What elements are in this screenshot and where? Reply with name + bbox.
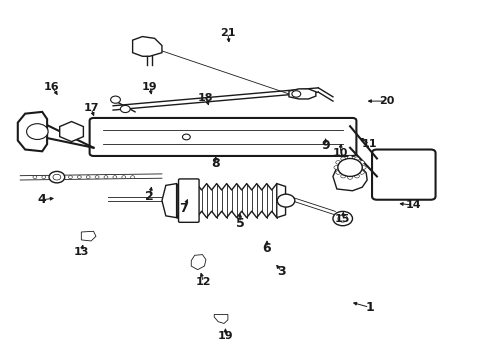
Text: 8: 8: [211, 157, 220, 170]
Circle shape: [33, 176, 37, 179]
Text: 21: 21: [220, 28, 236, 38]
Text: 10: 10: [333, 148, 348, 158]
Circle shape: [53, 174, 61, 180]
Circle shape: [361, 166, 366, 169]
Circle shape: [77, 176, 81, 179]
Circle shape: [333, 211, 352, 226]
Circle shape: [338, 158, 362, 176]
Circle shape: [336, 171, 341, 174]
Circle shape: [338, 215, 347, 222]
Polygon shape: [333, 166, 367, 191]
Circle shape: [69, 176, 73, 179]
Polygon shape: [277, 184, 286, 218]
Circle shape: [121, 105, 130, 113]
Circle shape: [95, 176, 99, 179]
Text: 11: 11: [362, 139, 377, 149]
Circle shape: [292, 91, 301, 97]
Polygon shape: [18, 112, 47, 151]
Text: 17: 17: [83, 103, 99, 113]
Text: 16: 16: [44, 82, 60, 92]
Circle shape: [122, 176, 126, 179]
Circle shape: [60, 176, 64, 179]
Text: 12: 12: [196, 277, 211, 287]
FancyBboxPatch shape: [372, 149, 436, 200]
Circle shape: [334, 166, 339, 169]
Text: 7: 7: [179, 202, 188, 215]
Polygon shape: [162, 184, 176, 218]
Circle shape: [336, 161, 341, 164]
Polygon shape: [81, 231, 96, 241]
Text: 5: 5: [236, 216, 245, 230]
Circle shape: [354, 174, 359, 178]
Circle shape: [111, 96, 121, 103]
Text: 9: 9: [321, 139, 330, 152]
Circle shape: [42, 176, 46, 179]
Circle shape: [182, 134, 190, 140]
Circle shape: [131, 176, 135, 179]
Text: 2: 2: [146, 190, 154, 203]
Text: 1: 1: [365, 301, 374, 314]
Circle shape: [341, 157, 345, 161]
Circle shape: [347, 176, 352, 179]
Text: 13: 13: [74, 247, 89, 257]
Polygon shape: [60, 122, 83, 141]
Circle shape: [277, 194, 295, 207]
Circle shape: [360, 171, 365, 174]
FancyBboxPatch shape: [90, 118, 356, 156]
FancyBboxPatch shape: [178, 179, 199, 222]
Polygon shape: [133, 37, 162, 56]
Polygon shape: [214, 315, 228, 323]
Text: 4: 4: [38, 193, 47, 206]
Text: 15: 15: [335, 215, 350, 224]
Circle shape: [360, 161, 365, 164]
Circle shape: [354, 157, 359, 161]
Text: 19: 19: [218, 331, 233, 341]
Text: 3: 3: [277, 265, 286, 278]
Circle shape: [50, 176, 54, 179]
Text: 14: 14: [406, 200, 421, 210]
Text: 19: 19: [142, 82, 157, 92]
Text: 18: 18: [198, 93, 214, 103]
Circle shape: [49, 171, 65, 183]
Text: 20: 20: [379, 96, 394, 106]
Circle shape: [86, 176, 90, 179]
Circle shape: [26, 124, 48, 139]
Polygon shape: [191, 255, 206, 270]
Text: 6: 6: [263, 242, 271, 255]
Polygon shape: [289, 89, 316, 99]
Circle shape: [104, 176, 108, 179]
Circle shape: [113, 176, 117, 179]
Circle shape: [347, 156, 352, 159]
Circle shape: [341, 174, 345, 178]
